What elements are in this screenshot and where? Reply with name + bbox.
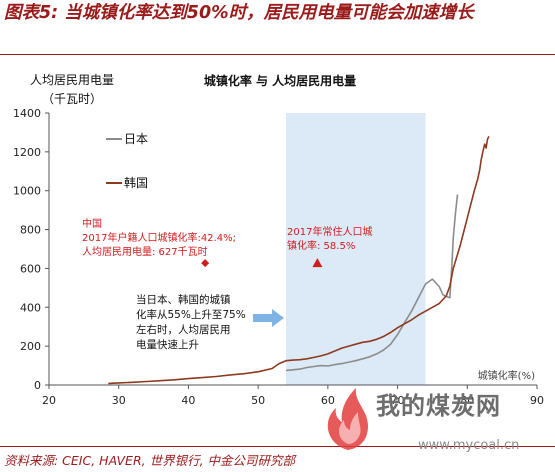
note-text: 当日本、韩国的城镇 bbox=[136, 293, 231, 306]
y-axis-label: 人均居民用电量 bbox=[30, 73, 114, 87]
chart: 城镇化率 与 人均居民用电量 人均居民用电量 （千瓦时） 0 200 400 600 8… bbox=[13, 73, 544, 407]
note-text: 化率从55%上升至75% bbox=[136, 308, 246, 321]
series-line-1 bbox=[108, 135, 490, 385]
x-tick-label: 30 bbox=[112, 394, 126, 407]
x-axis-label: 城镇化率(%) bbox=[478, 369, 535, 382]
china-annotation-text: 中国 bbox=[82, 217, 102, 230]
chart-title: 城镇化率 与 人均居民用电量 bbox=[204, 73, 356, 88]
x-tick-label: 90 bbox=[530, 394, 544, 407]
china-2017-annotation-text: 镇化率: 58.5% bbox=[287, 239, 355, 252]
y-tick-label: 1000 bbox=[13, 185, 41, 198]
y-tick-label: 600 bbox=[20, 262, 41, 275]
figure-title: 图表5: 当城镇化率达到50%时，居民用电量可能会加速增长 bbox=[4, 3, 474, 23]
x-tick-label: 50 bbox=[251, 394, 265, 407]
legend-label: 韩国 bbox=[124, 175, 148, 190]
highlight-band bbox=[286, 113, 426, 385]
y-tick-label: 1200 bbox=[13, 146, 41, 159]
source-note: 资料来源: CEIC, HAVER, 世界银行, 中金公司研究部 bbox=[4, 453, 296, 468]
watermark-text: 我的煤炭网 bbox=[376, 392, 501, 420]
note-text: 电量快速上升 bbox=[136, 338, 199, 351]
china-annotation-text: 人均居民用电量: 627千瓦时 bbox=[82, 245, 208, 258]
china-annotation-text: 2017年户籍人口城镇化率:42.4%; bbox=[82, 231, 236, 244]
y-axis-unit: （千瓦时） bbox=[42, 92, 102, 106]
flame-logo-icon bbox=[327, 388, 368, 450]
legend-label: 日本 bbox=[124, 132, 148, 146]
y-tick-label: 0 bbox=[34, 379, 41, 392]
watermark: 我的煤炭网 www.mycoal.cn bbox=[318, 380, 554, 472]
title-rule bbox=[0, 54, 555, 55]
note-arrow-icon bbox=[253, 309, 284, 327]
x-tick-label: 20 bbox=[42, 394, 56, 407]
y-tick-label: 200 bbox=[20, 340, 41, 353]
x-tick-label: 40 bbox=[181, 394, 195, 407]
note-text: 左右时，人均居民用 bbox=[136, 323, 231, 336]
y-tick-label: 800 bbox=[20, 224, 41, 237]
china-2017-marker bbox=[312, 258, 323, 268]
china-2017-annotation-text: 2017年常住人口城 bbox=[287, 225, 372, 238]
series-line-0 bbox=[285, 194, 459, 372]
china-marker bbox=[201, 259, 210, 268]
y-tick-label: 1400 bbox=[13, 107, 41, 120]
x-tick-label: 80 bbox=[460, 394, 474, 407]
watermark-url: www.mycoal.cn bbox=[418, 438, 520, 453]
source-rule bbox=[0, 446, 555, 447]
x-tick-label: 70 bbox=[391, 394, 405, 407]
x-tick-label: 60 bbox=[321, 394, 335, 407]
y-tick-label: 400 bbox=[20, 301, 41, 314]
